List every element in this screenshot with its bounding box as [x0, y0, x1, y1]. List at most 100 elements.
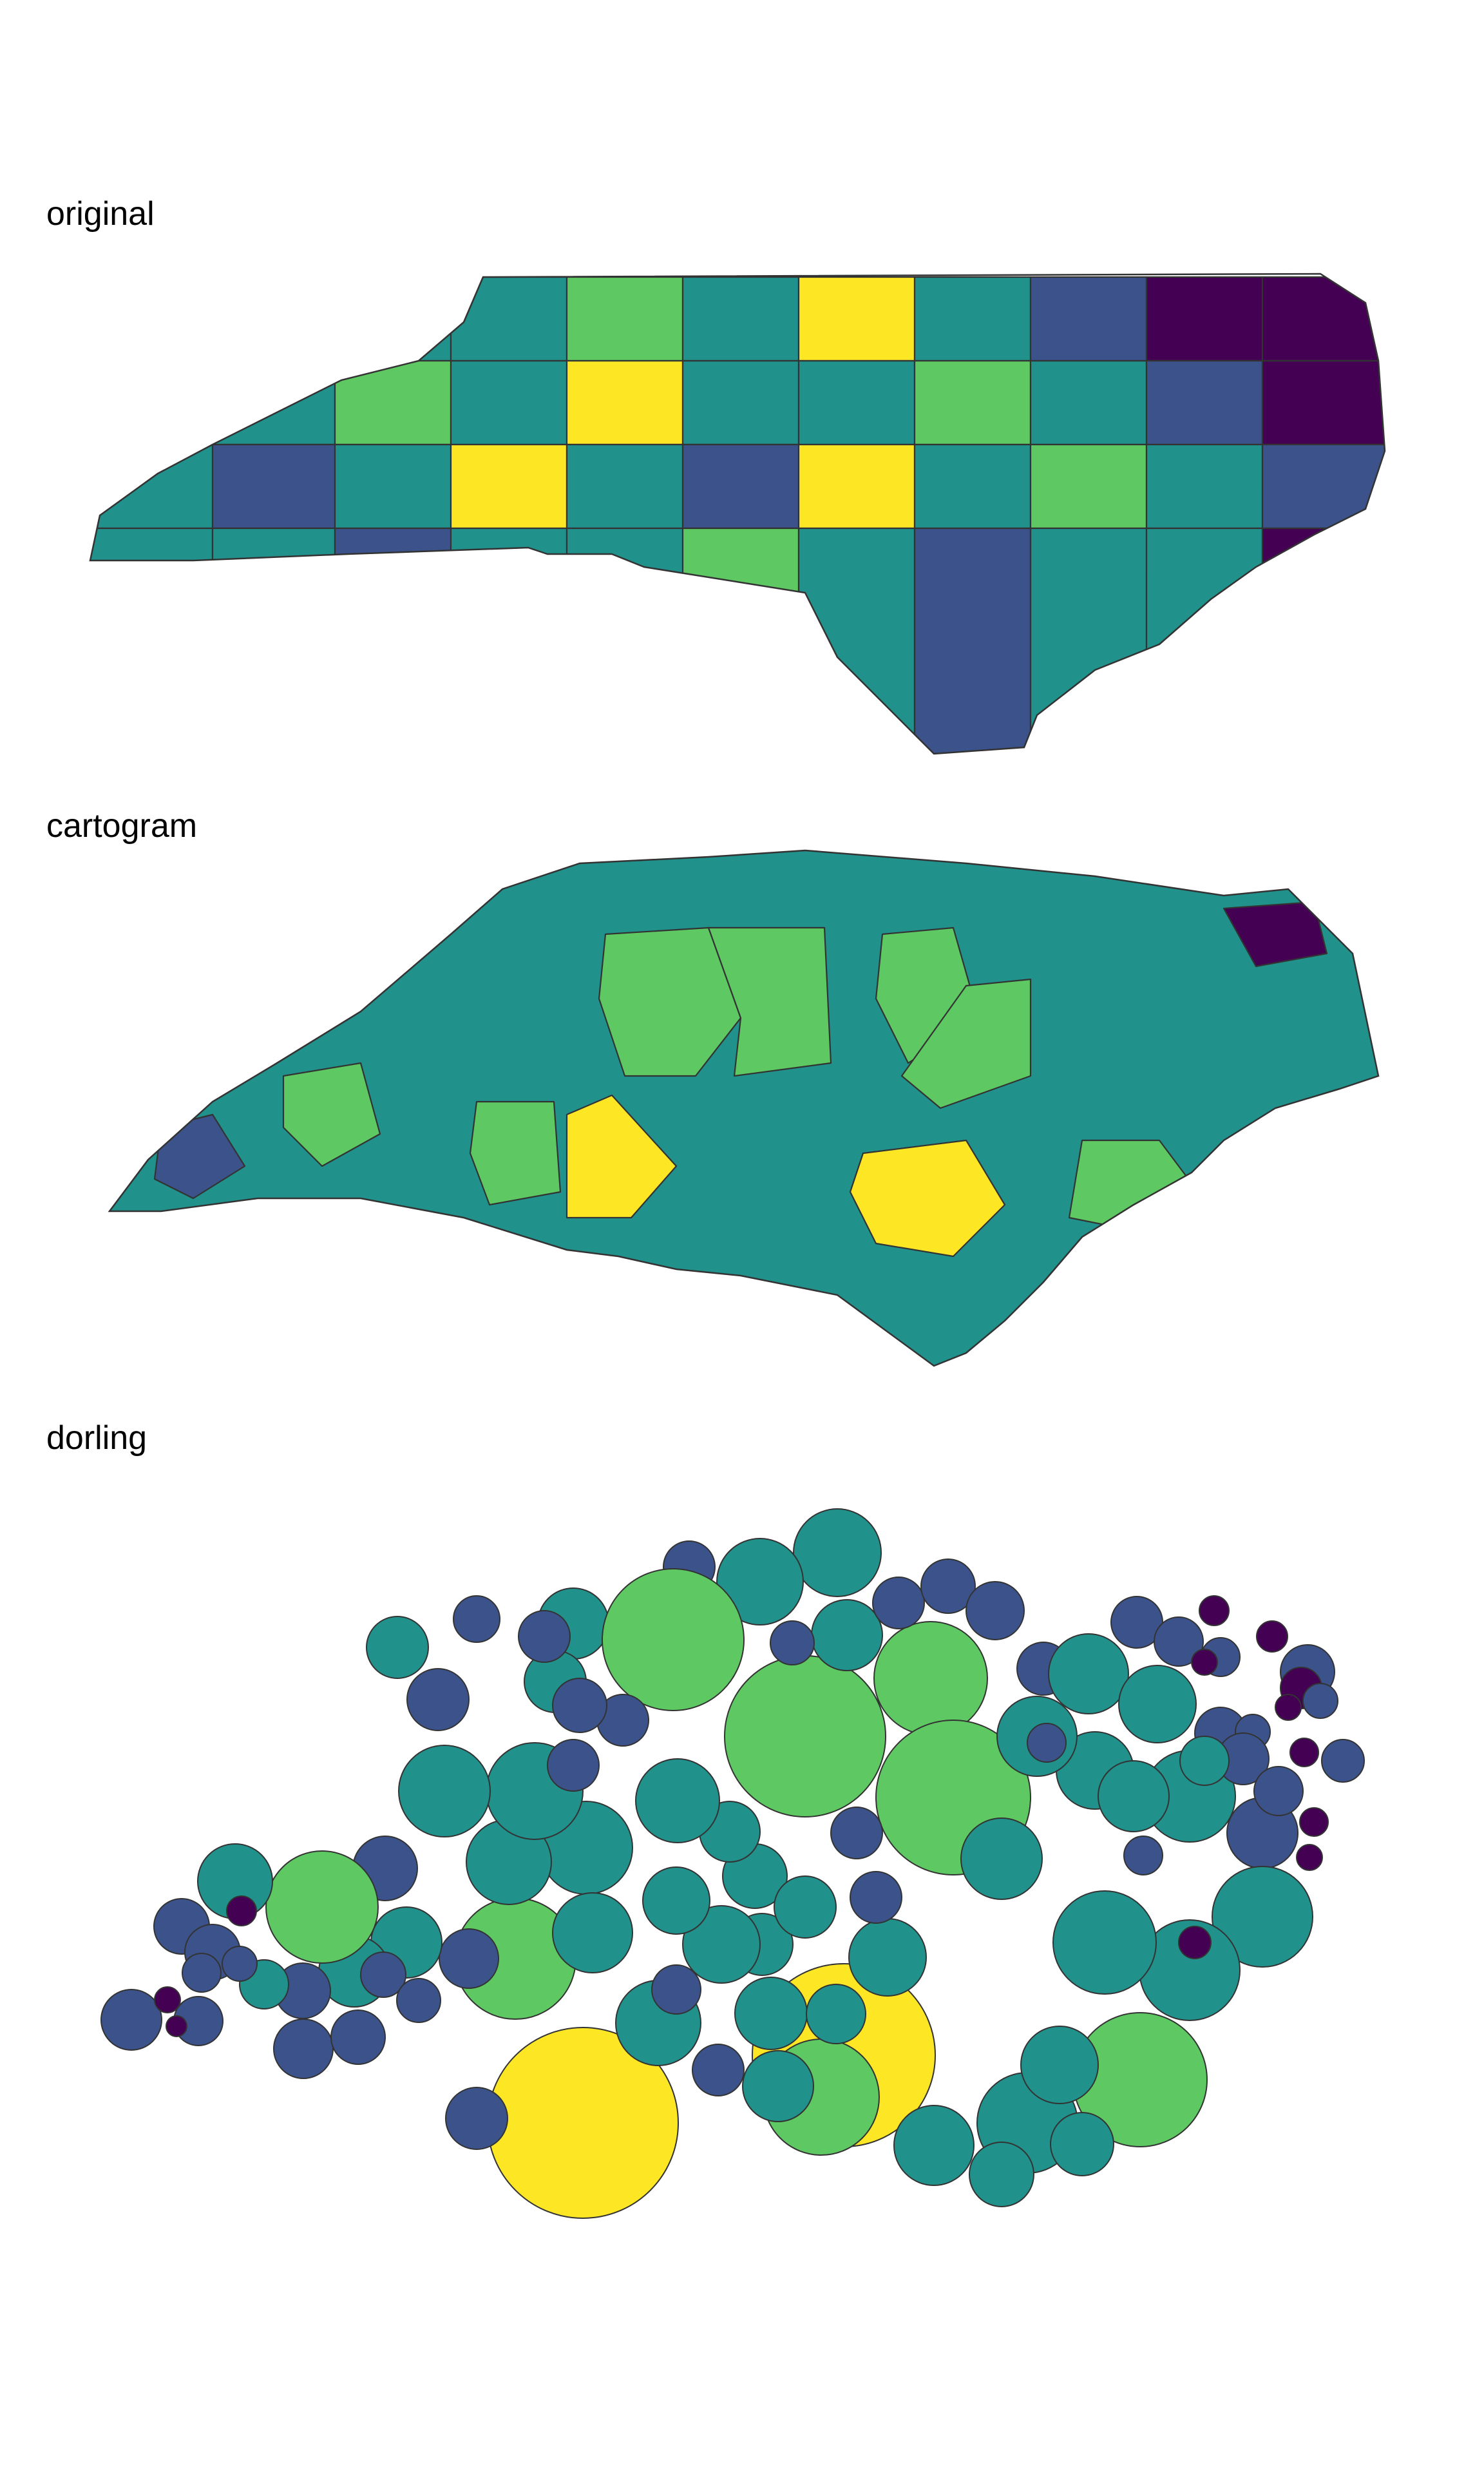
county-bubble — [734, 1977, 808, 2050]
county-bubble — [1110, 1596, 1163, 1649]
county-bubble — [453, 1595, 500, 1643]
county-shape — [469, 1100, 562, 1206]
county-bubble — [552, 1678, 607, 1733]
county-bubble — [969, 2142, 1034, 2207]
county-bubble — [830, 1807, 883, 1859]
county-bubble — [1253, 1766, 1304, 1816]
county-shape — [90, 443, 214, 530]
county-bubble — [439, 1928, 499, 1989]
county-bubble — [1199, 1595, 1230, 1626]
county-shape — [1261, 527, 1385, 754]
county-bubble — [848, 1918, 927, 1997]
panel-title-dorling: dorling — [46, 1419, 147, 1457]
county-bubble — [716, 1538, 804, 1625]
panel-cartogram: cartogram — [0, 805, 1484, 1417]
county-shape — [1145, 443, 1264, 530]
original-county-map — [89, 273, 1386, 755]
county-bubble — [1118, 1665, 1197, 1743]
county-bubble — [742, 2050, 814, 2122]
county-bubble — [692, 2044, 745, 2096]
county-bubble — [360, 1951, 406, 1998]
county-bubble — [366, 1616, 429, 1679]
county-bubble — [1289, 1738, 1319, 1767]
county-shape — [681, 443, 800, 530]
county-bubble — [1027, 1723, 1067, 1763]
county-bubble — [1050, 2112, 1114, 2176]
county-shape — [681, 360, 800, 446]
county-bubble — [872, 1577, 925, 1629]
county-bubble — [222, 1946, 258, 1982]
county-bubble — [518, 1610, 571, 1663]
county-shape — [334, 443, 452, 530]
county-shape — [913, 276, 1032, 362]
county-bubble — [1321, 1739, 1365, 1783]
county-bubble — [396, 1978, 441, 2023]
county-bubble — [406, 1668, 470, 1731]
county-bubble — [1123, 1836, 1163, 1875]
county-shape — [1145, 360, 1264, 446]
county-shape — [681, 276, 800, 362]
county-bubble — [850, 1871, 902, 1924]
county-bubble — [920, 1558, 976, 1614]
county-bubble — [265, 1850, 379, 1964]
county-shape — [90, 360, 214, 446]
county-shape — [797, 527, 916, 754]
panel-original: original — [0, 0, 1484, 805]
county-bubble — [226, 1895, 257, 1926]
county-bubble — [811, 1599, 883, 1671]
county-shape — [797, 443, 916, 530]
county-bubble — [1256, 1620, 1288, 1653]
cartogram-county-map — [108, 849, 1380, 1367]
county-shape — [334, 527, 452, 754]
county-shape — [566, 1094, 678, 1219]
county-shape — [1222, 901, 1328, 968]
county-shape — [211, 276, 336, 362]
county-shape — [211, 527, 336, 754]
county-bubble — [1191, 1649, 1218, 1676]
county-shape — [566, 276, 684, 362]
county-bubble — [806, 1984, 866, 2044]
state-outline — [108, 849, 1380, 1367]
county-shape — [1261, 443, 1385, 530]
county-shape — [1029, 276, 1148, 362]
county-bubble — [552, 1892, 633, 1973]
county-bubble — [398, 1745, 491, 1837]
county-bubble — [100, 1989, 162, 2051]
county-shape — [566, 360, 684, 446]
county-shape — [849, 1139, 1006, 1258]
county-bubble — [182, 1953, 222, 1993]
county-shape — [1261, 276, 1385, 362]
county-shape — [450, 360, 568, 446]
county-shape — [211, 443, 336, 530]
county-bubble — [724, 1655, 886, 1817]
county-bubble — [635, 1758, 720, 1843]
county-shape — [566, 443, 684, 530]
county-bubble — [154, 1986, 181, 2013]
county-shape — [1261, 360, 1385, 446]
county-bubble — [960, 1817, 1043, 1900]
county-bubble — [602, 1568, 745, 1711]
county-bubble — [1296, 1844, 1323, 1871]
county-bubble — [966, 1581, 1025, 1640]
county-bubble — [651, 1964, 701, 2015]
panel-dorling: dorling — [0, 1417, 1484, 2474]
county-bubble — [1179, 1736, 1230, 1786]
county-shape — [450, 527, 568, 754]
county-shape — [334, 360, 452, 446]
county-bubble — [1098, 1760, 1170, 1832]
county-bubble — [1275, 1694, 1302, 1721]
county-bubble — [774, 1875, 837, 1939]
county-bubble — [273, 2019, 334, 2079]
state-outline — [89, 273, 1386, 755]
county-shape — [153, 1113, 246, 1200]
county-shape — [797, 360, 916, 446]
county-bubble — [1299, 1807, 1329, 1837]
panel-title-cartogram: cartogram — [46, 807, 198, 845]
dorling-bubble-map — [100, 1508, 1365, 2219]
county-shape — [707, 926, 832, 1077]
county-shape — [90, 527, 214, 754]
county-shape — [282, 1062, 381, 1167]
county-bubble — [893, 2105, 975, 2186]
county-bubble — [445, 2087, 508, 2150]
county-shape — [211, 360, 336, 446]
